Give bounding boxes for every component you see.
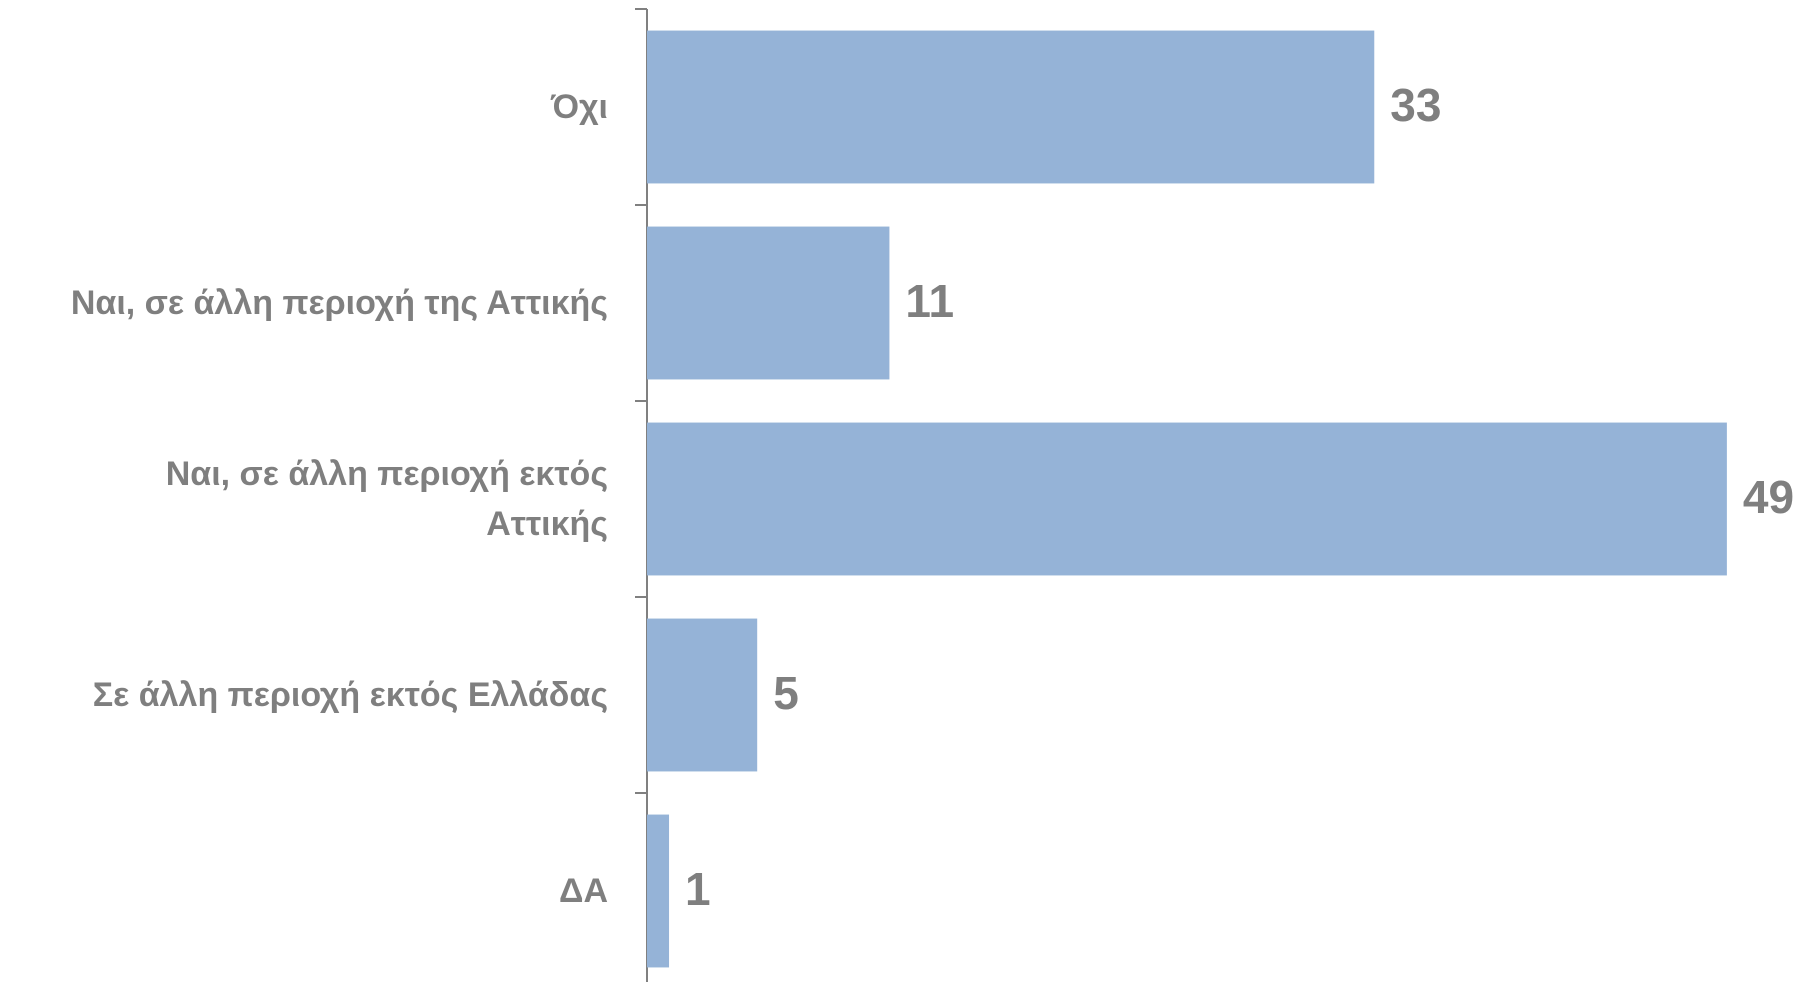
category-label: Ναι, σε άλλη περιοχή εκτός Αττικής [165, 455, 608, 543]
category-label: Σε άλλη περιοχή εκτός Ελλάδας [92, 676, 608, 714]
category-label: Ναι, σε άλλη περιοχή της Αττικής [70, 284, 608, 322]
value-label: 49 [1743, 471, 1794, 523]
bar [647, 814, 670, 968]
value-label: 5 [773, 667, 799, 719]
category-label: ΔΑ [559, 872, 608, 910]
value-label: 11 [905, 275, 954, 327]
bar [647, 618, 758, 772]
bar [647, 226, 890, 380]
bar [647, 30, 1375, 184]
value-label: 1 [685, 863, 711, 915]
category-label: Όχι [550, 88, 608, 126]
value-label: 33 [1390, 79, 1441, 131]
bar [647, 422, 1727, 576]
